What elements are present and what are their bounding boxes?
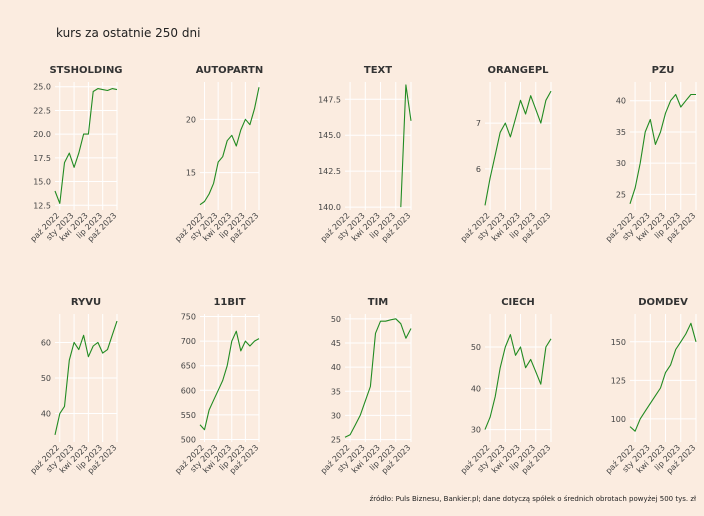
- y-tick-label: 600: [181, 386, 196, 395]
- y-tick-label: 700: [181, 337, 196, 346]
- y-tick-label: 25.0: [33, 83, 51, 92]
- panel-title: AUTOPARTN: [196, 65, 263, 76]
- panel-title: RYVU: [71, 297, 101, 308]
- y-tick-label: 145.0: [318, 131, 341, 140]
- price-line: [484, 90, 552, 206]
- price-line: [199, 330, 260, 431]
- panel-title: STSHOLDING: [49, 65, 122, 76]
- y-tick-label: 45: [331, 339, 341, 348]
- panel-title: TIM: [368, 297, 389, 308]
- y-tick-label: 25: [616, 190, 626, 199]
- price-line: [344, 318, 412, 438]
- panel-title: 11BIT: [213, 297, 245, 308]
- y-tick-label: 40: [616, 97, 626, 106]
- y-tick-label: 35: [331, 387, 341, 396]
- y-tick-label: 40: [331, 363, 341, 372]
- y-tick-label: 150: [611, 338, 626, 347]
- y-tick-label: 7: [476, 119, 481, 128]
- price-line: [400, 84, 412, 208]
- y-tick-label: 20.0: [33, 130, 51, 139]
- y-tick-label: 40: [471, 384, 481, 393]
- price-line: [54, 320, 118, 436]
- y-tick-label: 50: [331, 315, 341, 324]
- y-tick-label: 100: [611, 415, 626, 424]
- y-tick-label: 30: [471, 426, 481, 435]
- price-line: [54, 88, 118, 204]
- price-line: [629, 322, 697, 432]
- caption: źródło: Puls Biznesu, Bankier.pl; dane d…: [370, 495, 696, 503]
- y-tick-label: 17.5: [33, 154, 51, 163]
- panel-title: PZU: [652, 65, 675, 76]
- y-tick-label: 550: [181, 411, 196, 420]
- y-tick-label: 50: [41, 374, 51, 383]
- y-tick-label: 650: [181, 362, 196, 371]
- y-tick-label: 25: [331, 436, 341, 445]
- panel-title: TEXT: [364, 65, 392, 76]
- y-tick-label: 12.5: [33, 201, 51, 210]
- panel-title: CIECH: [501, 297, 535, 308]
- y-tick-label: 750: [181, 312, 196, 321]
- y-tick-label: 147.5: [318, 95, 341, 104]
- chart-title: kurs za ostatnie 250 dni: [56, 26, 200, 40]
- y-tick-label: 125: [611, 376, 626, 385]
- y-tick-label: 500: [181, 436, 196, 445]
- y-tick-label: 50: [471, 343, 481, 352]
- y-tick-label: 35: [616, 128, 626, 137]
- price-line: [484, 334, 552, 430]
- y-tick-label: 30: [331, 411, 341, 420]
- y-tick-label: 6: [476, 165, 481, 174]
- y-tick-label: 20: [186, 115, 196, 124]
- y-tick-label: 140.0: [318, 203, 341, 212]
- y-tick-label: 15.0: [33, 178, 51, 187]
- y-tick-label: 22.5: [33, 106, 51, 115]
- y-tick-label: 40: [41, 410, 51, 419]
- y-tick-label: 15: [186, 169, 196, 178]
- y-tick-label: 142.5: [318, 167, 341, 176]
- price-line: [199, 87, 260, 206]
- panel-title: DOMDEV: [638, 297, 688, 308]
- price-line: [629, 93, 696, 204]
- panel-title: ORANGEPL: [487, 65, 549, 76]
- y-tick-label: 30: [616, 159, 626, 168]
- y-tick-label: 60: [41, 338, 51, 347]
